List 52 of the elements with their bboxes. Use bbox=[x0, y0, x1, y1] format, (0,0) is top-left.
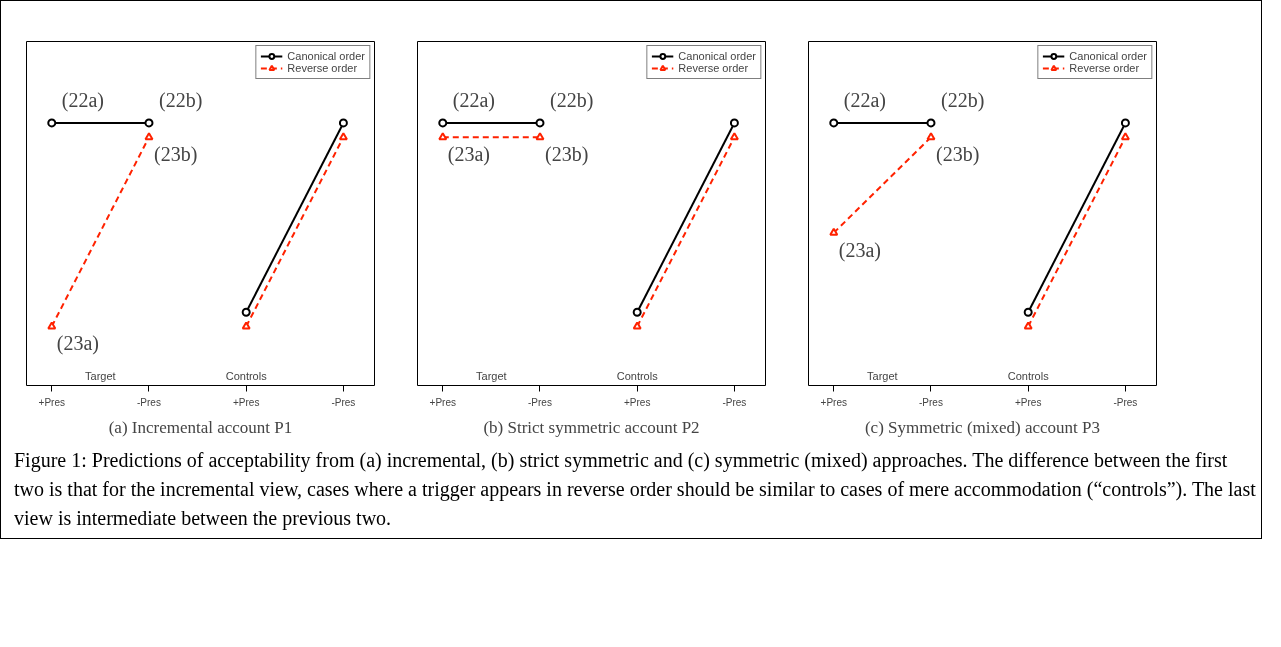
text: Controls bbox=[225, 369, 268, 382]
annotation: (23a) bbox=[447, 143, 490, 167]
x-tick-label: +Pres bbox=[820, 396, 847, 408]
x-tick-label: -Pres bbox=[722, 396, 747, 408]
point bbox=[338, 118, 348, 128]
legend-label: Canonical order bbox=[1069, 50, 1147, 62]
annotation: (22a) bbox=[61, 88, 104, 112]
point bbox=[829, 118, 839, 128]
x-tick-label: +Pres bbox=[623, 396, 651, 408]
annotation: (23b) bbox=[153, 143, 198, 167]
text: Controls bbox=[1007, 369, 1050, 382]
x-tick-label: +Pres bbox=[232, 396, 260, 408]
x-tick-label: +Pres bbox=[429, 396, 456, 408]
point bbox=[1023, 307, 1033, 317]
point bbox=[438, 118, 448, 128]
annotation: (22b) bbox=[158, 88, 203, 112]
annotation: (22a) bbox=[843, 88, 886, 112]
text: (a) Incremental account P1 bbox=[108, 417, 293, 437]
x-tick-label: +Pres bbox=[1014, 396, 1042, 408]
text: Controls bbox=[616, 369, 659, 382]
point bbox=[632, 307, 642, 317]
x-tick-label: -Pres bbox=[919, 396, 943, 408]
point bbox=[729, 118, 739, 128]
caption: Figure 1: Predictions of acceptability from (a) incremental, (b) strict symmetric and (c) symmetric (mixed) approaches. The difference between the first two is that for the incremental view, cases where a trigger appears in reverse order should be similar to cases of mere accommodation (“controls”). The last view is intermediate between the previous two. bbox=[14, 448, 1256, 532]
point bbox=[535, 118, 545, 128]
x-tick-label: -Pres bbox=[1113, 396, 1138, 408]
annotation: (22b) bbox=[549, 88, 594, 112]
legend-label: Canonical order bbox=[678, 50, 756, 62]
x-tick-label: -Pres bbox=[528, 396, 552, 408]
text: Target bbox=[85, 369, 116, 382]
text: Target bbox=[476, 369, 507, 382]
text: Target bbox=[867, 369, 898, 382]
x-tick-label: -Pres bbox=[137, 396, 161, 408]
point bbox=[1120, 118, 1130, 128]
x-tick-label: +Pres bbox=[38, 396, 65, 408]
legend-label: Reverse order bbox=[1069, 62, 1140, 74]
legend-label: Canonical order bbox=[287, 50, 365, 62]
annotation: (22b) bbox=[940, 88, 985, 112]
point bbox=[241, 307, 251, 317]
text: (c) Symmetric (mixed) account P3 bbox=[864, 417, 1101, 437]
point bbox=[926, 118, 936, 128]
annotation: (23b) bbox=[544, 143, 589, 167]
x-tick-label: -Pres bbox=[331, 396, 356, 408]
point bbox=[144, 118, 154, 128]
annotation: (23b) bbox=[935, 143, 980, 167]
annotation: (23a) bbox=[56, 332, 99, 356]
point bbox=[47, 118, 57, 128]
annotation: (23a) bbox=[838, 238, 881, 262]
annotation: (22a) bbox=[452, 88, 495, 112]
legend-label: Reverse order bbox=[678, 62, 749, 74]
text: (b) Strict symmetric account P2 bbox=[483, 417, 700, 437]
legend-label: Reverse order bbox=[287, 62, 358, 74]
